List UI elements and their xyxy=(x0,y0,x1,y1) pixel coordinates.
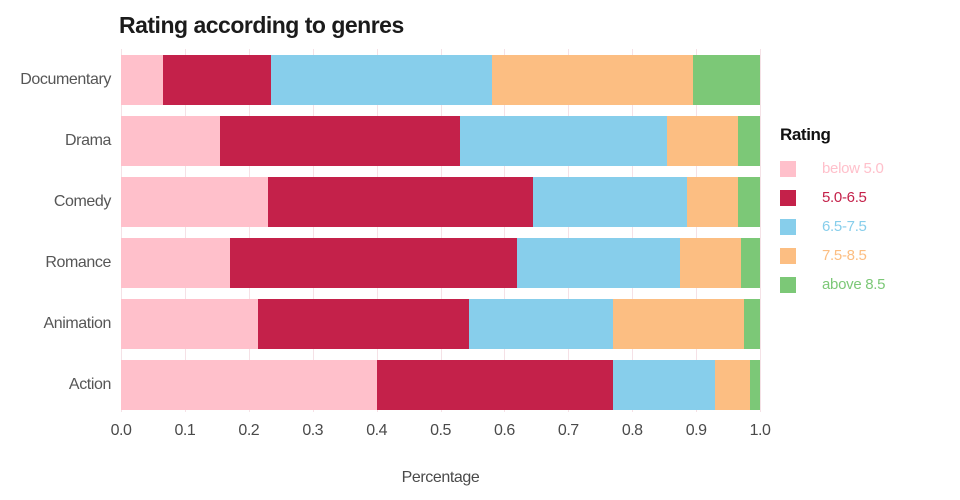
bar-segment-drama-6-5-7-5 xyxy=(459,116,668,166)
x-tick-0.5: 0.5 xyxy=(430,422,451,439)
bar-animation xyxy=(121,299,760,349)
bar-drama xyxy=(121,116,760,166)
y-axis-label-documentary: Documentary xyxy=(20,71,111,88)
legend-swatch xyxy=(780,247,796,264)
bar-segment-documentary-below-5-0 xyxy=(121,55,163,105)
legend-label: below 5.0 xyxy=(822,160,884,177)
plot-area xyxy=(121,49,761,412)
legend-title: Rating xyxy=(780,125,831,144)
bar-segment-animation-above-8-5 xyxy=(744,299,760,349)
legend-items: below 5.0 5.0-6.5 6.5-7.5 7.5-8.5 above 8.5 xyxy=(780,154,955,299)
bar-segment-comedy-above-8-5 xyxy=(737,177,760,227)
bar-segment-romance-7-5-8-5 xyxy=(680,238,741,288)
legend-swatch xyxy=(780,160,796,177)
legend-label: 5.0-6.5 xyxy=(822,189,867,206)
bar-segment-drama-below-5-0 xyxy=(121,116,221,166)
gridline-0.1 xyxy=(184,49,186,412)
bar-segment-action-7-5-8-5 xyxy=(715,360,751,410)
x-tick-0.2: 0.2 xyxy=(238,422,260,439)
bar-segment-drama-7-5-8-5 xyxy=(667,116,738,166)
gridline-0.3 xyxy=(312,49,314,412)
x-axis-title: Percentage xyxy=(401,469,480,486)
bar-segment-drama-5-0-6-5 xyxy=(220,116,460,166)
bar-segment-romance-6-5-7-5 xyxy=(517,238,681,288)
legend-label: 7.5-8.5 xyxy=(822,247,867,264)
bar-segment-comedy-5-0-6-5 xyxy=(267,177,534,227)
legend-item-5-0-6-5: 5.0-6.5 xyxy=(780,183,955,212)
legend-item-above-8-5: above 8.5 xyxy=(780,270,955,299)
legend: Rating below 5.0 5.0-6.5 6.5-7.5 7.5-8.5 abo… xyxy=(780,125,955,299)
gridline-0.2 xyxy=(248,49,250,412)
legend-item-below-5-0: below 5.0 xyxy=(780,154,955,183)
gridline-0.4 xyxy=(376,49,378,412)
chart-title: Rating according to genres xyxy=(119,12,404,38)
bar-documentary xyxy=(121,55,760,105)
bar-segment-animation-7-5-8-5 xyxy=(613,299,744,349)
x-tick-0.1: 0.1 xyxy=(174,422,196,439)
bar-segment-comedy-7-5-8-5 xyxy=(686,177,738,227)
bar-segment-comedy-below-5-0 xyxy=(121,177,268,227)
legend-label: above 8.5 xyxy=(822,276,886,293)
gridline-0.5 xyxy=(440,49,442,412)
y-axis-label-action: Action xyxy=(68,376,111,393)
bar-segment-action-5-0-6-5 xyxy=(376,360,614,410)
y-axis-label-comedy: Comedy xyxy=(53,193,112,210)
bar-romance xyxy=(121,238,760,288)
bar-segment-documentary-6-5-7-5 xyxy=(271,55,492,105)
gridline-0.6 xyxy=(504,49,506,412)
bar-segment-action-below-5-0 xyxy=(121,360,377,410)
bar-comedy xyxy=(121,177,760,227)
bar-segment-documentary-5-0-6-5 xyxy=(162,55,272,105)
gridline-0.7 xyxy=(568,49,570,412)
legend-swatch xyxy=(780,218,796,235)
x-tick-0.3: 0.3 xyxy=(302,422,324,439)
gridline-0.9 xyxy=(696,49,698,412)
x-tick-0.4: 0.4 xyxy=(366,422,387,439)
bar-segment-action-6-5-7-5 xyxy=(613,360,716,410)
bar-segment-animation-below-5-0 xyxy=(121,299,259,349)
bar-action xyxy=(121,360,760,410)
x-tick-1.0: 1.0 xyxy=(749,422,771,439)
bar-segment-comedy-6-5-7-5 xyxy=(533,177,687,227)
bar-segment-drama-above-8-5 xyxy=(737,116,760,166)
x-tick-0.0: 0.0 xyxy=(110,422,132,439)
y-axis-label-drama: Drama xyxy=(64,132,111,149)
bar-segment-romance-below-5-0 xyxy=(121,238,230,288)
legend-swatch xyxy=(780,189,796,206)
legend-item-7-5-8-5: 7.5-8.5 xyxy=(780,241,955,270)
y-axis-label-animation: Animation xyxy=(43,315,111,332)
x-tick-0.7: 0.7 xyxy=(557,422,579,439)
bar-segment-animation-5-0-6-5 xyxy=(258,299,470,349)
bar-segment-romance-5-0-6-5 xyxy=(229,238,518,288)
bar-segment-documentary-7-5-8-5 xyxy=(491,55,693,105)
gridline-0.0 xyxy=(121,49,122,412)
bar-segment-documentary-above-8-5 xyxy=(692,55,760,105)
legend-item-6-5-7-5: 6.5-7.5 xyxy=(780,212,955,241)
bar-segment-romance-above-8-5 xyxy=(740,238,760,288)
gridline-0.8 xyxy=(632,49,634,412)
x-tick-0.8: 0.8 xyxy=(621,422,643,439)
x-tick-0.6: 0.6 xyxy=(494,422,515,439)
x-tick-0.9: 0.9 xyxy=(685,422,707,439)
legend-label: 6.5-7.5 xyxy=(822,218,867,235)
bar-segment-animation-6-5-7-5 xyxy=(469,299,614,349)
gridline-1.0 xyxy=(760,49,761,412)
y-axis-label-romance: Romance xyxy=(45,254,111,271)
bar-segment-action-above-8-5 xyxy=(750,360,760,410)
legend-swatch xyxy=(780,276,796,293)
